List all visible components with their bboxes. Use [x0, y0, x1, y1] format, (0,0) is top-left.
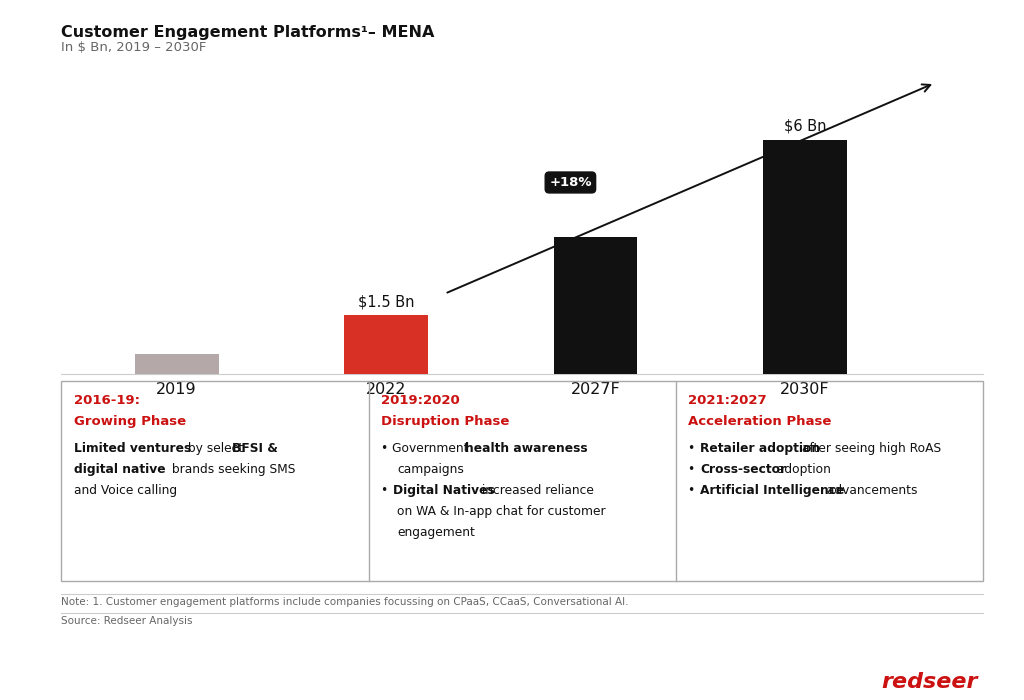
Text: Disruption Phase: Disruption Phase — [381, 415, 509, 428]
Text: health awareness: health awareness — [465, 442, 588, 456]
Text: $1.5 Bn: $1.5 Bn — [357, 294, 415, 309]
Text: Artificial Intelligence: Artificial Intelligence — [700, 484, 845, 498]
Text: Acceleration Phase: Acceleration Phase — [688, 415, 831, 428]
Text: • Government: • Government — [381, 442, 472, 456]
Text: Note: 1. Customer engagement platforms include companies focussing on CPaaS, CCa: Note: 1. Customer engagement platforms i… — [61, 597, 629, 607]
Text: Retailer adoption: Retailer adoption — [700, 442, 820, 456]
Bar — [554, 237, 637, 374]
Text: •: • — [381, 484, 392, 498]
Text: +18%: +18% — [549, 176, 592, 189]
Bar — [135, 354, 218, 374]
Text: Growing Phase: Growing Phase — [74, 415, 185, 428]
Text: BFSI &: BFSI & — [232, 442, 279, 456]
Text: increased reliance: increased reliance — [478, 484, 594, 498]
Text: Limited ventures: Limited ventures — [74, 442, 191, 456]
Text: •: • — [688, 463, 699, 477]
Text: and Voice calling: and Voice calling — [74, 484, 177, 498]
Text: Source: Redseer Analysis: Source: Redseer Analysis — [61, 616, 193, 626]
Text: campaigns: campaigns — [397, 463, 464, 477]
Text: redseer: redseer — [882, 671, 978, 692]
Text: Customer Engagement Platforms¹– MENA: Customer Engagement Platforms¹– MENA — [61, 25, 435, 39]
Text: brands seeking SMS: brands seeking SMS — [168, 463, 295, 477]
Text: $6 Bn: $6 Bn — [783, 119, 826, 134]
Text: digital native: digital native — [74, 463, 165, 477]
Text: •: • — [688, 484, 699, 498]
Text: by select: by select — [184, 442, 248, 456]
Text: Digital Natives: Digital Natives — [393, 484, 495, 498]
Text: 2019:2020: 2019:2020 — [381, 394, 460, 407]
Text: In $ Bn, 2019 – 2030F: In $ Bn, 2019 – 2030F — [61, 41, 207, 54]
Text: Cross-sector: Cross-sector — [700, 463, 786, 477]
Text: adoption: adoption — [773, 463, 831, 477]
Text: •: • — [688, 442, 699, 456]
Text: engagement: engagement — [397, 526, 475, 540]
Text: 2021:2027: 2021:2027 — [688, 394, 767, 407]
Text: on WA & In-app chat for customer: on WA & In-app chat for customer — [397, 505, 606, 519]
Bar — [763, 139, 847, 374]
Text: 2016-19:: 2016-19: — [74, 394, 139, 407]
Bar — [344, 315, 428, 374]
Text: advancements: advancements — [823, 484, 918, 498]
Text: after seeing high RoAS: after seeing high RoAS — [798, 442, 941, 456]
